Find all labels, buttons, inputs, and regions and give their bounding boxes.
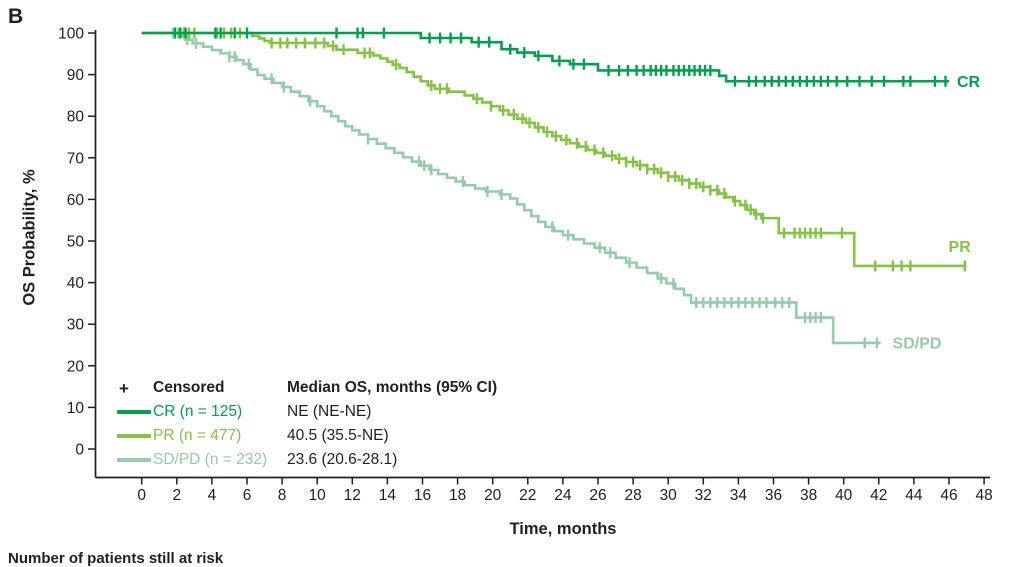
y-tick-label: 10 [67,400,85,417]
legend-label-pr: PR (n = 477) [153,427,242,444]
x-tick-label: 44 [905,487,923,504]
x-tick-label: 38 [800,487,817,504]
x-tick-label: 14 [379,487,397,504]
legend-median-cr: NE (NE-NE) [287,403,372,420]
y-tick-label: 100 [58,26,84,43]
legend-row-pr: PR (n = 477) 40.5 (35.5-NE) [117,424,497,448]
x-tick-label: 34 [730,487,748,504]
curve-end-label-cr: CR [957,74,981,91]
legend-swatch-pr [117,434,151,438]
x-tick-label: 0 [137,487,146,504]
legend-row-sdpd: SD/PD (n = 232) 23.6 (20.6-28.1) [117,448,497,472]
panel-label: B [8,5,24,28]
y-tick-label: 30 [67,317,85,334]
legend-header-row: + Censored Median OS, months (95% CI) [117,376,497,400]
at-risk-header-cutoff: Number of patients still at risk [8,550,224,567]
legend-swatch-cr [117,410,151,414]
x-tick-label: 8 [278,487,287,504]
y-tick-label: 50 [67,234,85,251]
legend-swatch-sdpd [117,458,151,462]
x-tick-label: 26 [589,487,606,504]
x-tick-label: 10 [309,487,327,504]
legend-row-cr: CR (n = 125) NE (NE-NE) [117,400,497,424]
legend-label-cr: CR (n = 125) [153,403,243,420]
x-tick-label: 48 [975,487,992,504]
censored-plus-icon: + [119,378,129,398]
x-tick-label: 40 [835,487,853,504]
legend-median-header: Median OS, months (95% CI) [287,379,498,396]
x-tick-label: 28 [624,487,641,504]
x-tick-label: 30 [660,487,678,504]
y-tick-label: 20 [67,358,85,375]
x-tick-label: 22 [519,487,536,504]
curve-end-label-pr: PR [949,239,972,256]
y-tick-label: 0 [75,442,84,459]
x-tick-label: 46 [940,487,957,504]
curve-end-label-sd-pd: SD/PD [893,335,942,352]
x-tick-label: 32 [695,487,712,504]
legend-censored-label: Censored [153,379,225,396]
x-tick-label: 18 [449,487,466,504]
survival-curve-cr [141,31,949,83]
x-tick-label: 24 [554,487,572,504]
x-tick-label: 16 [414,487,431,504]
y-tick-label: 40 [67,275,85,292]
x-tick-label: 42 [870,487,887,504]
x-tick-label: 2 [172,487,181,504]
legend: + Censored Median OS, months (95% CI) CR… [117,376,497,472]
legend-median-sdpd: 23.6 (20.6-28.1) [287,451,398,468]
x-tick-label: 6 [243,487,252,504]
x-tick-label: 4 [208,487,217,504]
x-axis-title: Time, months [509,520,617,538]
legend-label-sdpd: SD/PD (n = 232) [153,451,268,468]
y-tick-label: 60 [67,192,85,209]
survival-curve-sd-pd [141,31,881,345]
x-tick-label: 36 [765,487,782,504]
x-tick-label: 12 [344,487,361,504]
y-tick-label: 80 [67,109,85,126]
y-tick-label: 90 [67,67,85,84]
legend-median-pr: 40.5 (35.5-NE) [287,427,389,444]
y-tick-label: 70 [67,150,85,167]
x-tick-label: 20 [484,487,502,504]
